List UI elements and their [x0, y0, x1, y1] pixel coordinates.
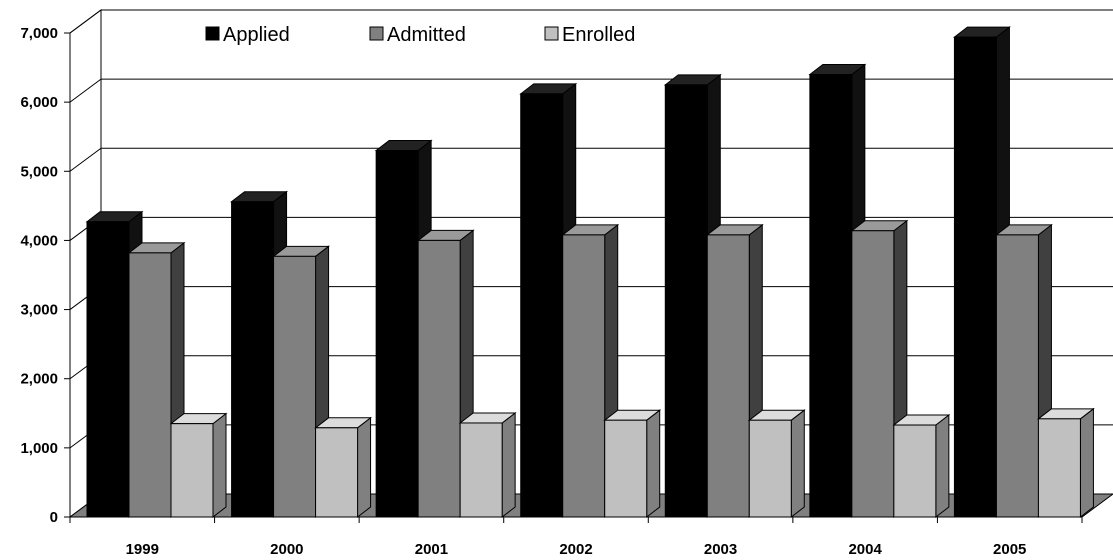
y-tick-label: 5,000 [20, 163, 58, 180]
bar-enrolled [603, 409, 662, 519]
bar-front [664, 84, 708, 518]
legend-label: Applied [223, 24, 290, 46]
bar-side [790, 409, 805, 519]
bar-enrolled [314, 416, 373, 519]
x-tick-label: 2001 [415, 541, 448, 558]
bar-front [459, 422, 503, 518]
bar-front [953, 36, 997, 518]
bar-front [417, 239, 461, 518]
bar-front [315, 427, 359, 518]
gridline-slant [69, 147, 102, 172]
bar-front [562, 234, 606, 518]
bar-front [1037, 418, 1081, 518]
y-tick-label: 7,000 [20, 25, 58, 42]
x-tick-label: 2003 [704, 541, 737, 558]
legend-swatch [544, 26, 559, 41]
x-tick-label: 2005 [993, 541, 1026, 558]
y-tick-label: 0 [50, 509, 58, 526]
bar-enrolled [747, 409, 806, 519]
legend-label: Admitted [387, 24, 466, 46]
y-tick-label: 2,000 [20, 371, 58, 388]
legend: Applied Admitted Enrolled [205, 24, 635, 46]
legend-item-admitted: Admitted [369, 24, 466, 46]
legend-label: Enrolled [562, 24, 635, 46]
bars [85, 26, 1095, 519]
bar-front [170, 423, 214, 518]
bar-enrolled [1036, 407, 1095, 519]
bar-side [646, 409, 661, 519]
bar-side [1079, 407, 1094, 519]
bar-front [809, 73, 853, 518]
legend-item-applied: Applied [205, 24, 290, 46]
gridline-slant [69, 78, 102, 103]
legend-swatch [369, 26, 384, 41]
bar-front [748, 419, 792, 518]
legend-item-enrolled: Enrolled [544, 24, 635, 46]
x-axis: 1999 2000 2001 2002 2003 2004 2005 [69, 516, 1083, 558]
gridline-slant [69, 9, 102, 34]
bar-side [501, 411, 516, 519]
bar-front [893, 424, 937, 518]
bar-admitted [272, 245, 331, 519]
y-tick-label: 4,000 [20, 232, 58, 249]
y-tick-label: 6,000 [20, 94, 58, 111]
bar-admitted [561, 223, 620, 519]
bar-front [604, 419, 648, 518]
x-tick-label: 1999 [126, 541, 159, 558]
x-tick-label: 2004 [848, 541, 882, 558]
bar-front [851, 230, 895, 518]
bar-front [375, 150, 419, 518]
bar-front [231, 201, 275, 518]
x-tick-label: 2002 [559, 541, 592, 558]
bar-enrolled [892, 414, 951, 519]
y-axis: 0 1,000 2,000 3,000 4,000 5,000 6,000 7,000 [20, 25, 71, 526]
bar-front [86, 221, 130, 518]
y-tick-label: 3,000 [20, 302, 58, 319]
bar-side [357, 416, 372, 519]
x-tick-label: 2000 [270, 541, 303, 558]
bar-front [273, 255, 317, 518]
bar-enrolled [458, 411, 517, 519]
y-tick-label: 1,000 [20, 440, 58, 457]
bar-front [995, 234, 1039, 518]
bar-side [935, 414, 950, 519]
bar-admitted [127, 241, 186, 519]
bar-front [520, 93, 564, 518]
legend-swatch [205, 26, 220, 41]
bar-enrolled [169, 412, 228, 519]
bar-admitted [416, 229, 475, 519]
bar-side [212, 412, 227, 519]
bar-front [706, 234, 750, 518]
bar-front [128, 252, 172, 518]
